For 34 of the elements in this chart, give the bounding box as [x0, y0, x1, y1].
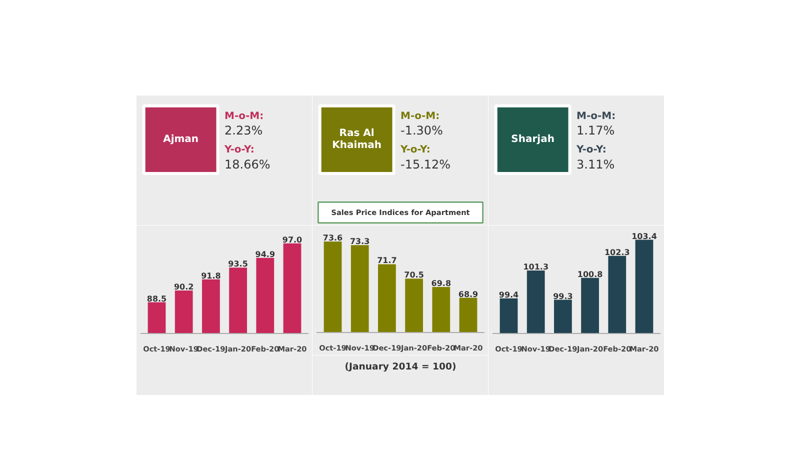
- chart-title: Ajman: [163, 134, 199, 146]
- data-label: 93.5: [228, 260, 248, 269]
- text: 2.23%: [224, 124, 263, 138]
- data-label: 100.8: [577, 270, 604, 279]
- data-label: 73.3: [350, 237, 370, 246]
- data-label: 90.2: [174, 282, 194, 292]
- data-label: 71.7: [377, 256, 397, 266]
- text: 1.17%: [576, 124, 615, 138]
- text: 18.66%: [224, 157, 270, 172]
- data-label: 94.9: [255, 250, 276, 259]
- data-label: 103.4: [632, 232, 658, 241]
- data-label: 101.3: [523, 262, 549, 272]
- data-label: 97.0: [282, 235, 303, 244]
- text: -15.12%: [400, 157, 451, 172]
- chart-title: Ras Al Khaimah: [332, 128, 382, 152]
- data-label: 102.3: [604, 248, 630, 257]
- text: M-o-M:: [400, 110, 440, 122]
- data-label: 99.3: [553, 292, 573, 301]
- data-label: 70.5: [404, 270, 424, 280]
- text: M-o-M:: [576, 110, 616, 122]
- text: Y-o-Y:: [224, 144, 254, 156]
- text: M-o-M:: [224, 110, 264, 122]
- data-label: 68.9: [458, 290, 479, 299]
- data-label: 69.8: [431, 278, 452, 288]
- text: (January 2014 = 100): [344, 362, 456, 372]
- text: Y-o-Y:: [400, 144, 430, 156]
- text: 3.11%: [576, 157, 615, 172]
- data-label: 73.6: [322, 233, 344, 242]
- data-label: 99.4: [498, 290, 520, 300]
- data-label: 88.5: [146, 294, 168, 304]
- chart-title: Sharjah: [511, 134, 554, 146]
- text: Y-o-Y:: [576, 144, 606, 156]
- text: -1.30%: [400, 124, 443, 138]
- data-label: 91.8: [201, 271, 222, 280]
